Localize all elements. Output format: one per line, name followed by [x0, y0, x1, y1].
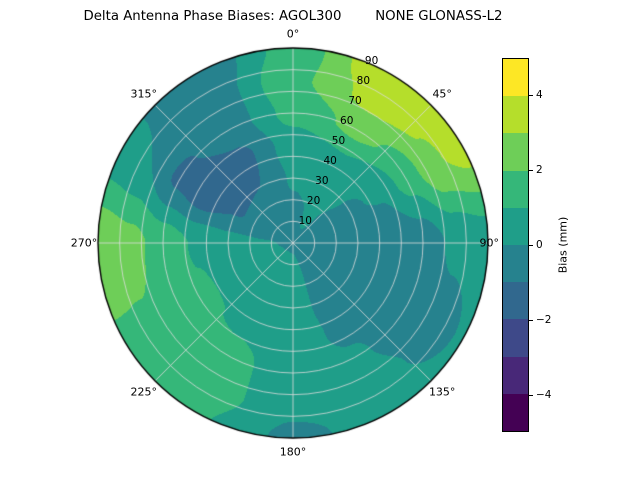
colorbar-tick: [529, 95, 533, 97]
colorbar-tick: [529, 319, 533, 321]
theta-tick-label: 135°: [428, 385, 456, 399]
colorbar-segment: [503, 207, 528, 246]
theta-tick-label: 225°: [130, 385, 158, 399]
colorbar-segment: [503, 282, 528, 320]
theta-tick-label: 315°: [130, 87, 158, 101]
theta-tick-label: 180°: [279, 445, 307, 459]
radial-tick-label: 20: [306, 194, 321, 207]
radial-tick-label: 90: [364, 54, 379, 67]
theta-tick-label: 0°: [286, 27, 300, 41]
radial-tick-label: 80: [356, 74, 371, 87]
colorbar-segment: [503, 393, 528, 432]
colorbar-segment: [503, 133, 528, 171]
radial-tick-label: 30: [315, 174, 329, 187]
radial-tick-label: 40: [323, 154, 337, 167]
colorbar-axis-label: Bias (mm): [556, 216, 570, 274]
theta-tick-label: 90°: [479, 236, 500, 250]
radial-tick-label: 70: [348, 94, 362, 107]
theta-tick-label: 270°: [70, 236, 98, 250]
colorbar-segment: [503, 356, 528, 394]
colorbar-segment: [503, 245, 528, 283]
colorbar: [502, 58, 529, 432]
radial-tick-label: 60: [340, 114, 354, 127]
theta-tick-label: 45°: [432, 87, 452, 101]
colorbar-segment: [503, 96, 528, 134]
colorbar-tick-label: −4: [536, 388, 552, 401]
colorbar-tick: [529, 245, 533, 246]
colorbar-segment: [503, 170, 528, 208]
colorbar-tick-label: 2: [536, 164, 543, 177]
colorbar-segment: [503, 59, 528, 97]
radial-tick-label: 50: [331, 134, 346, 147]
colorbar-tick: [529, 170, 533, 172]
radial-tick-label: 10: [298, 214, 312, 227]
colorbar-tick: [529, 394, 533, 396]
colorbar-tick-label: −2: [536, 313, 552, 326]
colorbar-tick-label: 0: [536, 239, 543, 251]
colorbar-tick-label: 4: [536, 89, 543, 102]
colorbar-segment: [503, 319, 528, 357]
